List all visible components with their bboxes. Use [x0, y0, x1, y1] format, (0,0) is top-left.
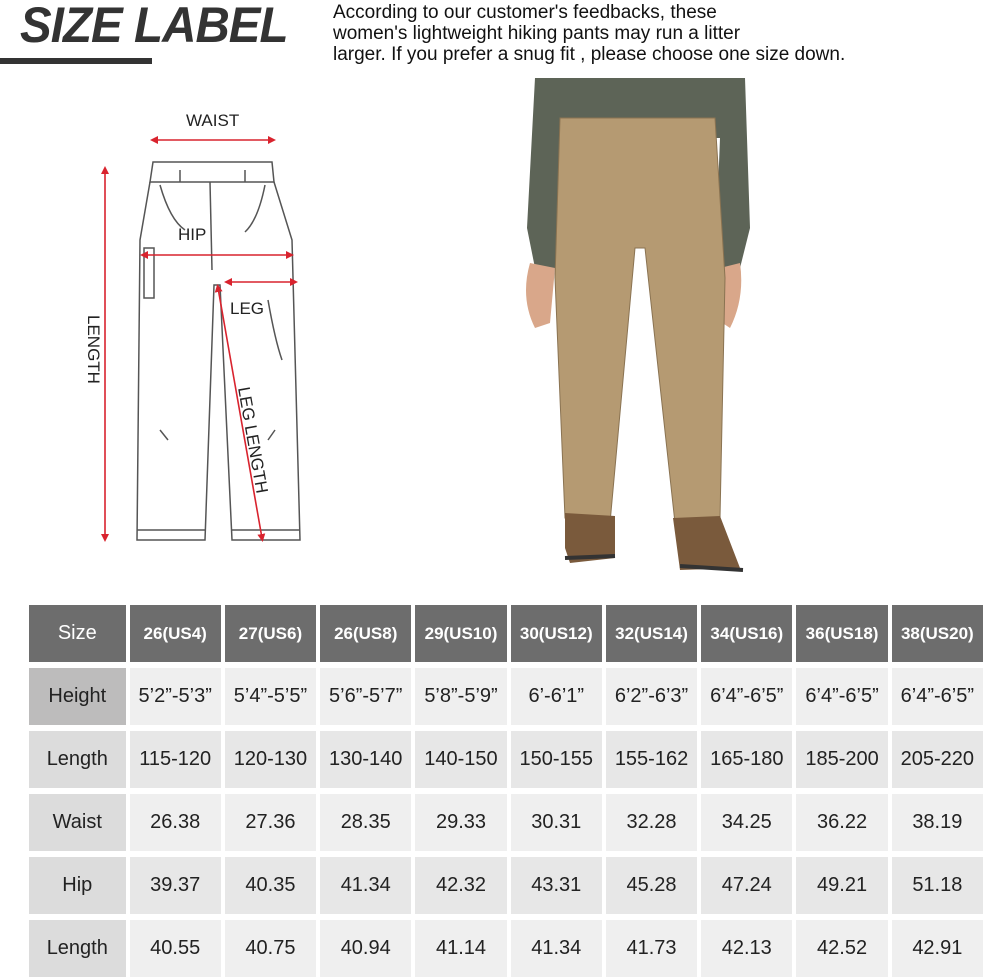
- table-cell: 165-180: [701, 731, 793, 788]
- header-cell: 29(US10): [415, 605, 507, 662]
- row-label: Waist: [29, 794, 126, 851]
- table-cell: 5’2”-5’3”: [129, 668, 221, 725]
- table-cell: 42.13: [701, 920, 793, 977]
- length-label: LENGTH: [84, 315, 103, 384]
- table-cell: 6’4”-6’5”: [701, 668, 793, 725]
- hip-label: HIP: [178, 225, 206, 244]
- table-row: Height 5’2”-5’3” 5’4”-5’5” 5’6”-5’7” 5’8”-5’…: [29, 668, 983, 725]
- table-cell: 41.73: [605, 920, 698, 977]
- table-cell: 41.34: [320, 857, 412, 914]
- table-cell: 5’8”-5’9”: [415, 668, 507, 725]
- header-cell: 30(US12): [510, 605, 602, 662]
- row-label: Height: [29, 668, 126, 725]
- table-cell: 40.94: [320, 920, 412, 977]
- table-cell: 51.18: [891, 857, 983, 914]
- model-photo: [526, 78, 750, 572]
- header-cell: 32(US14): [605, 605, 698, 662]
- row-label: Length: [29, 731, 126, 788]
- table-cell: 205-220: [891, 731, 983, 788]
- page-title: SIZE LABEL: [20, 0, 289, 53]
- table-cell: 45.28: [605, 857, 698, 914]
- leg-length-arrow: [214, 284, 266, 542]
- table-cell: 30.31: [510, 794, 602, 851]
- note-line: women's lightweight hiking pants may run…: [333, 23, 741, 44]
- table-cell: 6’4”-6’5”: [796, 668, 888, 725]
- row-label: Length: [29, 920, 126, 977]
- leg-label: LEG: [230, 299, 264, 318]
- table-cell: 38.19: [891, 794, 983, 851]
- table-cell: 155-162: [605, 731, 698, 788]
- table-cell: 49.21: [796, 857, 888, 914]
- header-cell: 27(US6): [224, 605, 317, 662]
- table-cell: 5’4”-5’5”: [224, 668, 317, 725]
- table-cell: 185-200: [796, 731, 888, 788]
- table-cell: 41.14: [415, 920, 507, 977]
- waist-label: WAIST: [186, 111, 239, 130]
- header-cell: 34(US16): [701, 605, 793, 662]
- table-row: Waist 26.38 27.36 28.35 29.33 30.31 32.28 34.25…: [29, 794, 983, 851]
- table-cell: 42.52: [796, 920, 888, 977]
- pants-outline: [136, 161, 301, 541]
- title-underline: [0, 58, 152, 64]
- table-cell: 42.91: [891, 920, 983, 977]
- table-cell: 41.34: [510, 920, 602, 977]
- pants-measurement-diagram: WAIST HIP LEG LENGTH LEG LENGTH: [84, 111, 301, 542]
- table-cell: 39.37: [129, 857, 221, 914]
- note-line: According to our customer's feedbacks, t…: [333, 2, 717, 23]
- table-cell: 120-130: [224, 731, 317, 788]
- table-cell: 150-155: [510, 731, 602, 788]
- table-cell: 27.36: [224, 794, 317, 851]
- header-cell: 36(US18): [796, 605, 888, 662]
- table-cell: 43.31: [510, 857, 602, 914]
- header-cell: 26(US8): [320, 605, 412, 662]
- table-cell: 6’4”-6’5”: [891, 668, 983, 725]
- table-cell: 40.75: [224, 920, 317, 977]
- table-cell: 29.33: [415, 794, 507, 851]
- row-label: Hip: [29, 857, 126, 914]
- header-cell: 26(US4): [129, 605, 221, 662]
- table-cell: 6’2”-6’3”: [605, 668, 698, 725]
- table-row: Hip 39.37 40.35 41.34 42.32 43.31 45.28 47.24 49…: [29, 857, 983, 914]
- table-cell: 28.35: [320, 794, 412, 851]
- header-cell: 38(US20): [891, 605, 983, 662]
- table-header-row: Size 26(US4) 27(US6) 26(US8) 29(US10) 30…: [29, 605, 983, 662]
- note-line: larger. If you prefer a snug fit , pleas…: [333, 44, 846, 65]
- table-cell: 40.55: [129, 920, 221, 977]
- header-cell: Size: [29, 605, 126, 662]
- table-cell: 5’6”-5’7”: [320, 668, 412, 725]
- table-row: Length 40.55 40.75 40.94 41.14 41.34 41.73 42.1…: [29, 920, 983, 977]
- table-cell: 42.32: [415, 857, 507, 914]
- table-cell: 32.28: [605, 794, 698, 851]
- size-table: Size 26(US4) 27(US6) 26(US8) 29(US10) 30…: [25, 599, 987, 977]
- table-cell: 47.24: [701, 857, 793, 914]
- table-cell: 140-150: [415, 731, 507, 788]
- leg-length-label: LEG LENGTH: [234, 385, 271, 494]
- table-row: Length 115-120 120-130 130-140 140-150 150-15…: [29, 731, 983, 788]
- table-cell: 26.38: [129, 794, 221, 851]
- table-cell: 34.25: [701, 794, 793, 851]
- table-cell: 130-140: [320, 731, 412, 788]
- table-cell: 40.35: [224, 857, 317, 914]
- table-cell: 36.22: [796, 794, 888, 851]
- fit-note: According to our customer's feedbacks, t…: [333, 2, 973, 65]
- table-cell: 6’-6’1”: [510, 668, 602, 725]
- table-cell: 115-120: [129, 731, 221, 788]
